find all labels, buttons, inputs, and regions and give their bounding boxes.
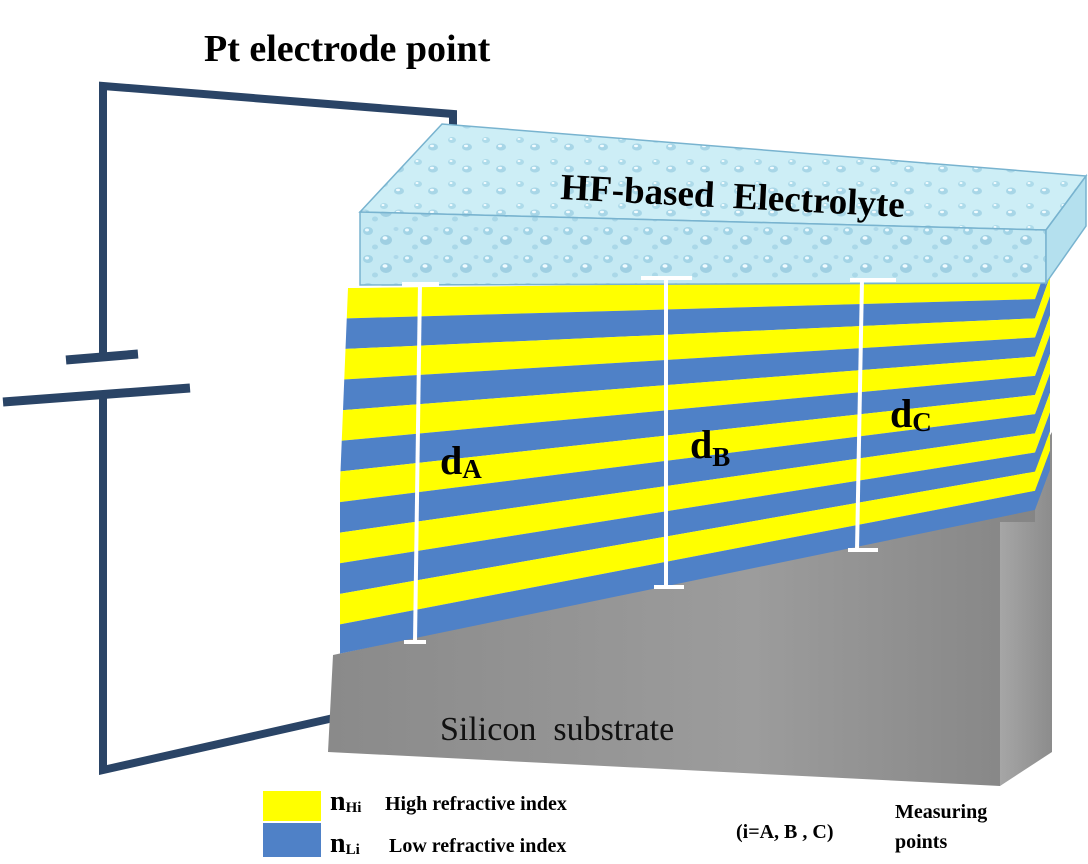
high-index-layer — [340, 433, 1035, 564]
low-index-layer-side — [1035, 373, 1050, 434]
measure-bar-a — [402, 282, 439, 644]
battery-long-plate — [2, 383, 191, 407]
legend-symbol-low: nLi — [330, 828, 360, 859]
battery-short-plate — [65, 349, 139, 365]
substrate-label: Silicon substrate — [440, 711, 674, 748]
legend-item-high-index: nHi High refractive index — [263, 786, 567, 821]
measure-bar-c — [848, 278, 896, 552]
electrolyte-layer — [358, 123, 1088, 286]
high-index-layer-side — [1035, 392, 1050, 453]
high-index-layer-side — [1035, 431, 1050, 491]
legend-label-low: Low refractive index — [389, 835, 566, 857]
measuring-note-line1: Measuring — [895, 801, 987, 823]
low-index-layer-side — [1035, 334, 1050, 395]
high-index-layer-side — [1035, 276, 1050, 338]
high-index-layer — [340, 471, 1035, 625]
thickness-label-c: dC — [890, 391, 932, 437]
measuring-bars — [402, 276, 896, 644]
high-index-layer-side — [1035, 354, 1050, 415]
substrate-front-face — [328, 505, 1035, 786]
thickness-label-a: dA — [440, 438, 482, 484]
legend-swatch-high — [263, 791, 321, 821]
index-note: (i=A, B , C) — [736, 821, 834, 843]
legend-swatch-low — [263, 823, 321, 857]
legend-label-high: High refractive index — [385, 793, 567, 815]
low-index-layer — [340, 490, 1035, 655]
thickness-label-b: dB — [690, 422, 730, 472]
measure-bar-b — [641, 276, 692, 589]
low-index-layer-side — [1035, 412, 1050, 472]
legend-item-low-index: nLi Low refractive index — [263, 823, 566, 859]
high-index-layer-side — [1035, 315, 1050, 376]
bottom-wire — [99, 394, 339, 776]
low-index-layer — [340, 452, 1035, 594]
silicon-substrate — [328, 432, 1052, 786]
measuring-note-line2: points — [895, 831, 947, 853]
low-index-layer-side — [1035, 450, 1050, 510]
legend-symbol-high: nHi — [330, 786, 361, 817]
diagram-title: Pt electrode point — [204, 28, 491, 70]
electrolyte-side-face — [1045, 173, 1087, 286]
legend: nHi High refractive index nLi Low refrac… — [263, 786, 567, 859]
low-index-layer-side — [1035, 296, 1050, 357]
low-index-layer — [340, 414, 1035, 533]
